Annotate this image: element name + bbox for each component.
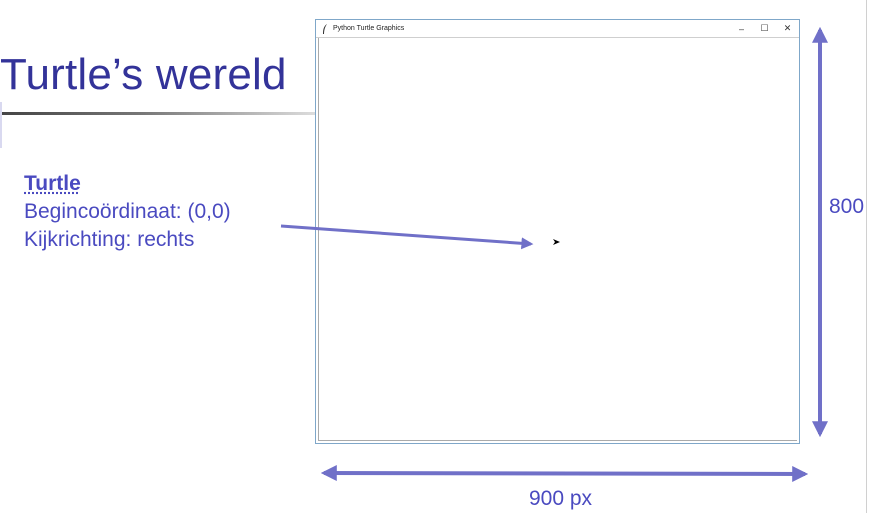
info-heading-direction: Kijkrichting: rechts <box>24 228 195 251</box>
info-start-coordinate: Begincoördinaat: (0,0) <box>24 200 231 223</box>
turtle-canvas[interactable] <box>318 38 797 441</box>
slide-right-edge <box>866 0 867 513</box>
title-left-accent <box>0 102 2 148</box>
turtle-info: Turtle Begincoördinaat: (0,0) Kijkrichti… <box>24 170 231 254</box>
window-controls: – ☐ ✕ <box>730 20 799 37</box>
pointer-arrow <box>280 224 534 250</box>
title-underline <box>0 112 316 115</box>
width-dimension-arrow <box>320 465 809 482</box>
minimize-button[interactable]: – <box>738 23 744 34</box>
python-feather-icon <box>323 23 327 34</box>
width-label: 900 px <box>529 487 593 510</box>
info-heading: Turtle <box>24 172 81 195</box>
slide-title: Turtle’s wereld <box>0 50 287 99</box>
close-button[interactable]: ✕ <box>783 23 792 33</box>
window-titlebar[interactable]: Python Turtle Graphics – ☐ ✕ <box>316 20 799 38</box>
height-label: 800 <box>829 195 865 218</box>
turtle-arrow-cursor-icon <box>553 239 560 245</box>
window-title: Python Turtle Graphics <box>333 25 405 32</box>
turtle-graphics-window[interactable]: Python Turtle Graphics – ☐ ✕ <box>315 19 800 444</box>
maximize-button[interactable]: ☐ <box>760 23 769 33</box>
